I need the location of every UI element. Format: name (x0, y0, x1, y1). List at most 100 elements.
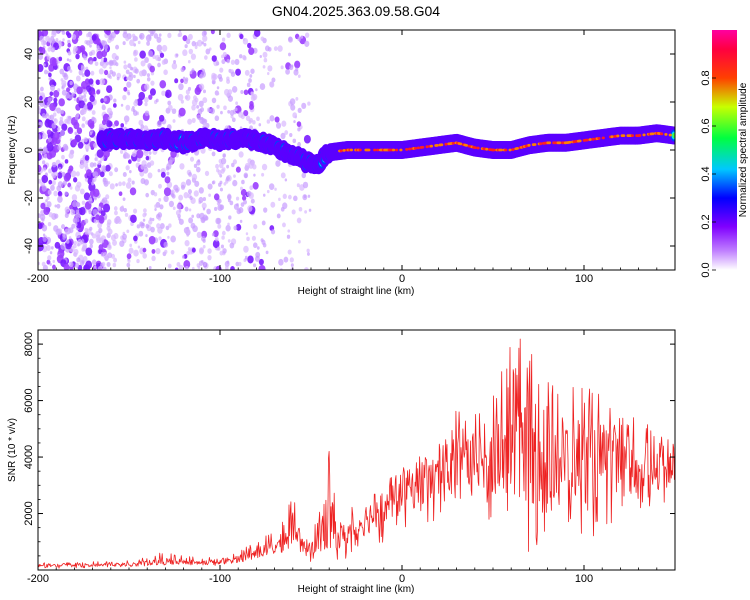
noise-speckle (148, 151, 152, 155)
noise-speckle (75, 75, 81, 82)
noise-speckle (68, 58, 72, 63)
noise-speckle (91, 110, 96, 115)
noise-speckle (39, 95, 43, 101)
noise-speckle (206, 107, 211, 113)
noise-speckle (156, 120, 162, 128)
noise-speckle (200, 259, 204, 264)
noise-speckle (81, 247, 85, 252)
noise-speckle (66, 58, 70, 62)
noise-speckle (216, 86, 220, 90)
noise-speckle (271, 77, 276, 83)
noise-speckle (115, 62, 119, 67)
noise-speckle (75, 209, 80, 214)
noise-speckle (277, 45, 283, 52)
noise-speckle (290, 104, 296, 111)
noise-speckle (76, 127, 83, 135)
noise-speckle (187, 86, 192, 91)
noise-speckle (143, 150, 149, 157)
noise-speckle (227, 109, 231, 114)
noise-speckle (191, 266, 195, 270)
noise-speckle (235, 196, 240, 201)
noise-speckle (112, 239, 117, 246)
noise-speckle (149, 160, 155, 166)
noise-speckle (121, 205, 124, 209)
noise-speckle (73, 121, 80, 130)
noise-speckle (187, 118, 193, 125)
noise-speckle (180, 184, 186, 190)
noise-speckle (73, 88, 78, 93)
noise-speckle (56, 185, 62, 192)
noise-speckle (143, 125, 149, 132)
noise-speckle (203, 262, 209, 270)
noise-speckle (49, 57, 57, 66)
noise-speckle (101, 261, 106, 267)
noise-speckle (252, 164, 257, 170)
noise-speckle (38, 90, 41, 95)
noise-speckle (57, 145, 62, 151)
noise-speckle (94, 156, 99, 162)
noise-speckle (69, 261, 74, 268)
noise-speckle (57, 172, 63, 179)
noise-speckle (172, 206, 176, 210)
noise-speckle (201, 41, 204, 45)
noise-speckle (214, 236, 219, 242)
noise-speckle (217, 73, 223, 80)
noise-speckle (72, 200, 78, 208)
noise-speckle (127, 259, 131, 264)
snr-y-label: SNR (10 * v/v) (7, 418, 18, 482)
track-core (492, 148, 496, 152)
noise-speckle (227, 239, 231, 243)
noise-speckle (38, 152, 42, 161)
noise-speckle (102, 113, 110, 122)
noise-speckle (161, 59, 166, 65)
noise-speckle (227, 222, 230, 226)
noise-speckle (107, 73, 111, 78)
noise-speckle (61, 123, 68, 132)
noise-speckle (41, 261, 46, 267)
noise-speckle (249, 74, 253, 78)
noise-speckle (75, 171, 80, 177)
noise-speckle (46, 113, 49, 117)
noise-speckle (138, 119, 144, 126)
noise-speckle (84, 218, 89, 224)
noise-speckle (155, 98, 159, 103)
noise-speckle (128, 247, 134, 254)
track-core (473, 146, 477, 150)
noise-speckle (60, 243, 66, 250)
noise-speckle (262, 243, 267, 248)
noise-speckle (245, 232, 249, 236)
noise-speckle (113, 257, 118, 263)
noise-speckle (96, 50, 103, 60)
noise-speckle (230, 71, 236, 77)
snr-y-tick-label: 6000 (23, 388, 35, 412)
noise-speckle (103, 57, 108, 63)
noise-speckle (184, 206, 189, 212)
noise-speckle (39, 100, 45, 108)
noise-speckle (81, 200, 86, 205)
noise-speckle (297, 107, 302, 113)
noise-speckle (252, 181, 259, 190)
noise-speckle (308, 208, 312, 212)
noise-speckle (202, 197, 207, 202)
noise-speckle (237, 261, 242, 267)
noise-speckle (75, 53, 80, 60)
noise-speckle (187, 60, 191, 64)
noise-speckle (268, 183, 275, 191)
noise-speckle (234, 107, 238, 112)
spectrogram-x-tick-label: -100 (209, 273, 231, 285)
noise-speckle (109, 183, 115, 190)
spectrogram-x-label: Height of straight line (km) (298, 286, 415, 297)
noise-speckle (297, 239, 301, 244)
noise-speckle (240, 188, 247, 197)
noise-speckle (280, 65, 284, 70)
noise-speckle (243, 110, 249, 117)
noise-speckle (253, 263, 257, 268)
noise-speckle (175, 188, 179, 193)
noise-speckle (63, 263, 70, 270)
noise-speckle (263, 57, 268, 63)
noise-speckle (196, 104, 200, 109)
noise-speckle (220, 110, 223, 115)
snr-x-ticks: -200 -100 0 100 (27, 330, 676, 585)
spectrogram-y-tick-label: 40 (23, 48, 35, 60)
noise-speckle (219, 204, 225, 211)
